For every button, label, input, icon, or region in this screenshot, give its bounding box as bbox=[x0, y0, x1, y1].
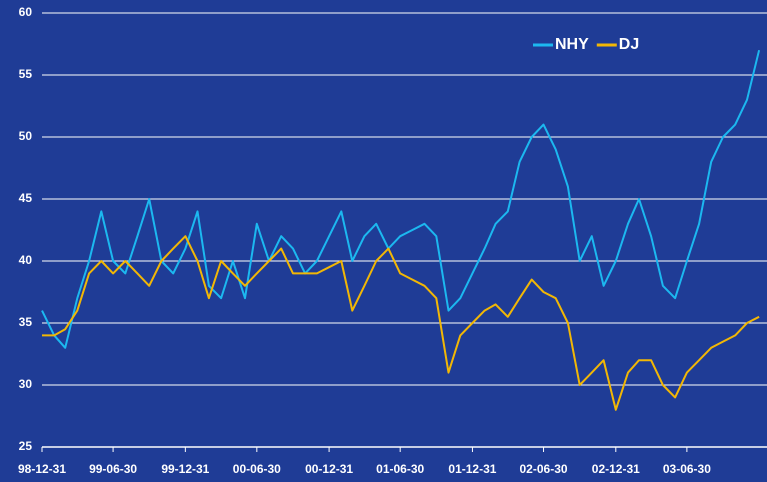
y-tick-label: 50 bbox=[19, 129, 33, 143]
x-tick-label: 99-06-30 bbox=[89, 462, 137, 476]
x-tick-label: 98-12-31 bbox=[18, 462, 66, 476]
x-tick-label: 02-06-30 bbox=[520, 462, 568, 476]
x-tick-label: 00-12-31 bbox=[305, 462, 353, 476]
y-tick-label: 45 bbox=[19, 191, 33, 205]
x-tick-label: 02-12-31 bbox=[592, 462, 640, 476]
legend-label: DJ bbox=[619, 36, 639, 53]
x-tick-label: 01-12-31 bbox=[448, 462, 496, 476]
x-tick-label: 01-06-30 bbox=[376, 462, 424, 476]
y-tick-label: 55 bbox=[19, 67, 33, 81]
line-series bbox=[42, 235, 760, 411]
legend-label: NHY bbox=[555, 36, 589, 53]
x-tick-label: 03-06-30 bbox=[663, 462, 711, 476]
y-tick-label: 25 bbox=[19, 439, 33, 453]
x-tick-label: 99-12-31 bbox=[161, 462, 209, 476]
y-tick-label: 40 bbox=[19, 253, 33, 267]
y-tick-label: 60 bbox=[19, 5, 33, 19]
x-tick-label: 00-06-30 bbox=[233, 462, 281, 476]
y-tick-label: 30 bbox=[19, 377, 33, 391]
y-tick-label: 35 bbox=[19, 315, 33, 329]
